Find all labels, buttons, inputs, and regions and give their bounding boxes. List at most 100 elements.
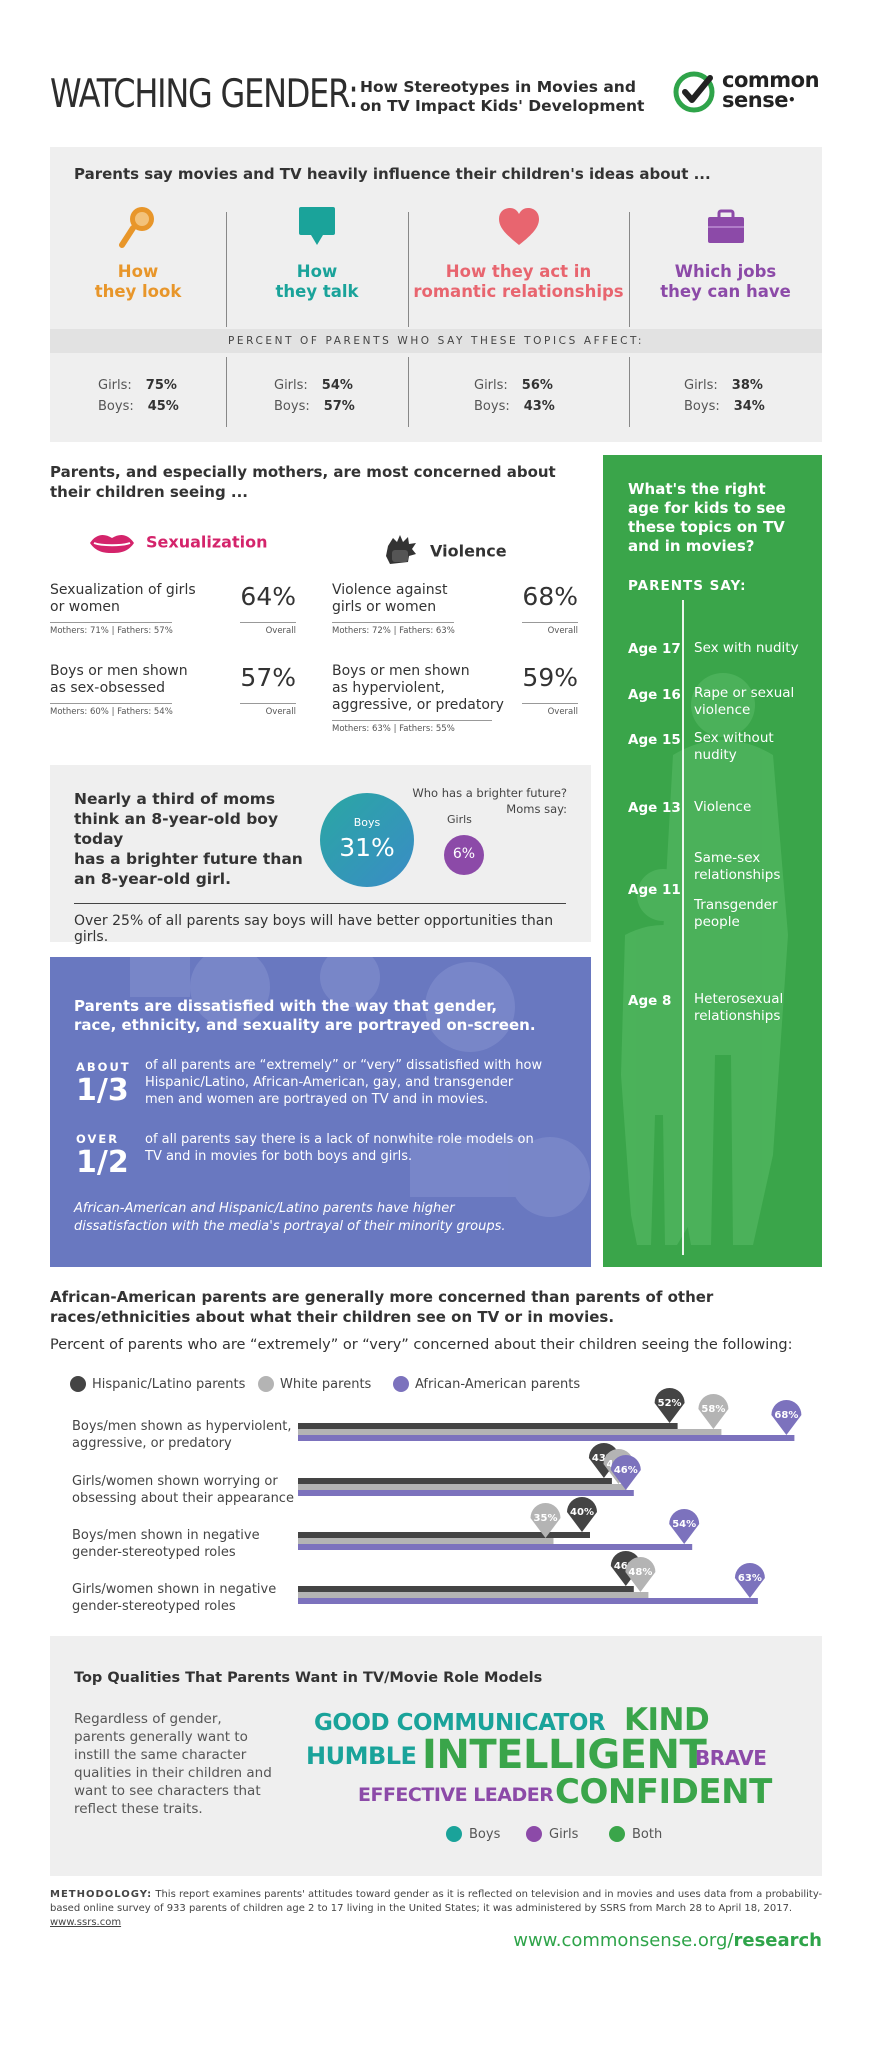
word-good-communicator: GOOD COMMUNICATOR [314,1710,606,1736]
legend-dot [446,1826,462,1842]
heart-icon [498,208,539,245]
footer-url-bold: research [733,1930,822,1951]
stat-jobs: Girls: 38% Boys: 34% [684,378,765,414]
age-8: Age 8 [628,993,672,1009]
stat-talk: Girls: 54% Boys: 57% [274,378,355,414]
bar-hispanic-latino-parents-3 [298,1532,590,1538]
common-sense-logo[interactable]: common sense• [672,68,832,118]
about-text: of all parents are “extremely” or “very”… [145,1058,543,1107]
pin-marker [567,1497,597,1532]
age-13: Age 13 [628,800,681,816]
word-kind: KIND [624,1702,710,1738]
legend-african-american: African-American parents [393,1376,580,1392]
value-pin-white-parents-3: 35% [530,1503,561,1538]
legend-dot [526,1826,542,1842]
checkmark-logo-icon [673,71,715,113]
silhouette-illustration [621,673,788,1245]
methodology-text: This report examines parents' attitudes … [50,1889,823,1914]
influence-title: Parents say movies and TV heavily influe… [74,165,711,183]
dissatisfied-note: African-American and Hispanic/Latino par… [74,1201,506,1234]
fist-icon [386,535,416,564]
underline [50,622,172,623]
background-photo-texture [130,957,590,1217]
topic-romance: How they act in romantic relationships [408,202,629,302]
dissatisfied-title: Parents are dissatisfied with the way th… [74,997,536,1034]
value-pin-african-american-parents-4: 63% [734,1563,765,1598]
bar-african-american-parents-4 [298,1598,758,1604]
row-label: Boys/men shown as hyperviolent, aggressiv… [72,1419,292,1451]
header: WATCHING GENDER: How Stereotypes in Movi… [50,68,830,128]
methodology-label: METHODOLOGY: [50,1889,153,1900]
underline [240,622,296,623]
value-pin-white-parents-4: 48% [625,1557,656,1592]
legend-white: White parents [258,1376,371,1392]
legend-boys: Boys [446,1826,500,1842]
logo-line-2: sense [722,88,788,112]
qualities-text: Regardless of gender, parents generally … [74,1711,272,1817]
bar-hispanic-latino-parents-4 [298,1586,634,1592]
divider [226,212,227,327]
divider [408,357,409,427]
data-label: 46% [614,1561,638,1572]
bar-hispanic-latino-parents-2 [298,1478,612,1484]
data-label: 58% [701,1404,725,1415]
data-label: 46% [614,1465,638,1476]
divider [629,357,630,427]
value-pin-african-american-parents-1: 68% [771,1400,802,1435]
subtitle-line-2: on TV Impact Kids' Development [360,97,645,115]
concern-sexualization-girls: Sexualization of girls or women 64% Mothe… [50,582,296,636]
divider [629,212,630,327]
word-confident: CONFIDENT [555,1772,772,1812]
race-title: African-American parents are generally m… [50,1288,714,1326]
value-pin-hispanic-latino-parents-1: 52% [654,1388,685,1423]
data-label: 48% [628,1567,652,1578]
brighter-future-footer: Over 25% of all parents say boys will ha… [74,913,554,945]
row-label: Girls/women shown in negative gender-ster… [72,1582,277,1614]
row-label: Girls/women shown worrying or obsessing a… [72,1474,294,1506]
value-pin-african-american-parents-3: 54% [669,1509,700,1544]
legend-girls: Girls [526,1826,578,1842]
sexualization-label: Sexualization [146,532,268,552]
bar-african-american-parents-2 [298,1490,634,1496]
topic-talk: How they talk [226,202,408,302]
underline [522,703,578,704]
logo-wordmark: common sense• [722,70,820,112]
page-title: WATCHING GENDER: [50,72,359,117]
concern-violence-women: Violence against girls or women 68% Mothe… [332,582,578,636]
influence-section: Parents say movies and TV heavily influe… [50,147,822,442]
ssrs-link[interactable]: www.ssrs.com [50,1917,122,1928]
brighter-future-box: Nearly a third of moms think an 8-year-ol… [50,765,591,945]
underline [522,622,578,623]
percent-value: 59% [522,663,578,692]
data-label: 68% [774,1410,798,1421]
parents-say-label: PARENTS SAY: [628,578,747,594]
data-label: 35% [534,1513,558,1524]
topic-talk-label: How they talk [275,262,359,301]
boys-circle: Boys 31% [320,793,414,887]
footer-link[interactable]: www.commonsense.org/research [513,1930,822,1951]
age-panel-title: What's the right age for kids to see these… [628,480,786,555]
data-label: 40% [570,1507,594,1518]
pin-marker [698,1394,729,1429]
violence-label: Violence [430,541,507,561]
divider [408,212,409,327]
concern-hyperviolent: Boys or men shown as hyperviolent, aggress… [332,663,578,734]
percent-band: PERCENT OF PARENTS WHO SAY THESE TOPICS … [50,329,822,353]
concerns-title: Parents, and especially mothers, are mos… [50,463,556,501]
age-8-topic: Heterosexual relationships [694,991,784,1024]
violence-heading: Violence [380,532,507,572]
data-label: 52% [658,1398,682,1409]
topic-look: How they look [50,202,226,302]
about-label: ABOUT [76,1060,131,1074]
age-11-topic: Same-sex relationships Transgender people [694,850,781,930]
lips-icon [90,535,134,553]
age-17-topic: Sex with nudity [694,640,799,656]
legend-dot [609,1826,625,1842]
page-subtitle: How Stereotypes in Movies and on TV Impa… [360,78,644,116]
race-concern-chart: 52%58%68%43%45%46%40%35%54%46%48%63% [298,1388,802,1604]
divider [226,357,227,427]
brighter-future-text: Nearly a third of moms think an 8-year-ol… [74,790,303,888]
age-timeline [682,600,684,1255]
age-13-topic: Violence [694,799,752,815]
pin-marker [654,1388,685,1423]
